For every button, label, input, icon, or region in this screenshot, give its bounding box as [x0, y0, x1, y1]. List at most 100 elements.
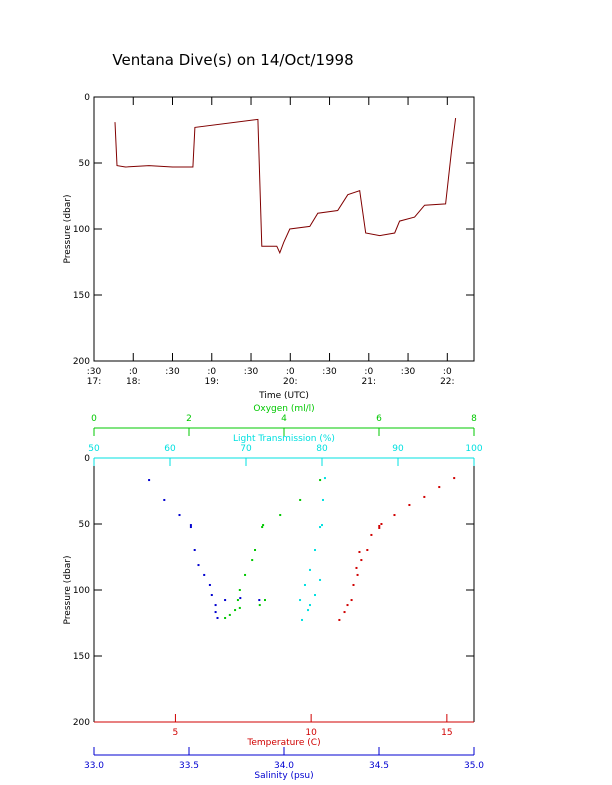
data-point [224, 599, 227, 602]
data-point [262, 524, 265, 527]
x-tick-label: 50 [88, 444, 100, 454]
data-point [308, 568, 311, 571]
y-tick-label: 150 [73, 652, 90, 662]
chart-title: Ventana Dive(s) on 14/Oct/1998 [112, 51, 353, 69]
x-tick-label: :0 22: [440, 367, 454, 387]
data-point [370, 533, 373, 536]
y-tick-label: 100 [73, 586, 90, 596]
y-axis-label: Pressure (dbar) [63, 195, 73, 264]
data-point [307, 609, 310, 612]
data-point [358, 550, 361, 553]
x-tick-label: :30 [401, 367, 416, 377]
data-point [378, 526, 381, 529]
x-axis-label: Light Transmission (%) [233, 434, 335, 444]
y-tick-label: 150 [73, 291, 90, 301]
x-tick-label: 34.5 [369, 761, 389, 771]
data-point [303, 583, 306, 586]
x-axis-label: Oxygen (ml/l) [253, 404, 314, 414]
data-point [323, 477, 326, 480]
data-point [210, 594, 213, 597]
data-point [261, 526, 264, 529]
data-point [148, 479, 151, 482]
data-point [321, 498, 324, 501]
x-tick-label: 2 [186, 414, 192, 424]
data-point [393, 514, 396, 517]
data-point [423, 495, 426, 498]
data-point [380, 523, 383, 525]
x-tick-label: 90 [392, 444, 404, 454]
data-point [319, 479, 322, 482]
x-tick-label: :30 [322, 367, 337, 377]
data-point [319, 526, 322, 529]
data-point [234, 609, 237, 612]
x-tick-label: 70 [240, 444, 252, 454]
data-point [189, 524, 192, 527]
x-tick-label: 80 [316, 444, 328, 454]
x-tick-label: 10 [305, 728, 317, 738]
data-point [319, 578, 322, 581]
y-tick-label: 100 [73, 225, 90, 235]
data-point [208, 583, 211, 586]
data-point [239, 597, 242, 600]
data-point [258, 599, 261, 602]
x-tick-label: 0 [91, 414, 97, 424]
data-point [338, 618, 341, 621]
data-point [308, 604, 311, 607]
data-point [197, 564, 200, 567]
data-point [224, 616, 227, 619]
data-point [350, 599, 353, 602]
data-point [314, 549, 317, 552]
x-tick-label: 8 [471, 414, 477, 424]
x-tick-label: :0 21: [362, 367, 376, 387]
data-point [214, 611, 217, 614]
data-point [193, 549, 196, 552]
data-point [244, 573, 247, 576]
data-point [279, 514, 282, 517]
x-tick-label: 60 [164, 444, 176, 454]
x-axis-label: Temperature (C) [246, 738, 320, 748]
y-tick-label: 50 [79, 159, 91, 169]
data-point [299, 599, 302, 602]
data-point [264, 599, 266, 602]
data-point [453, 477, 456, 480]
data-point [356, 573, 359, 576]
y-tick-label: 0 [84, 454, 90, 464]
x-tick-label: :30 [244, 367, 259, 377]
data-point [163, 498, 166, 501]
data-point [355, 566, 358, 569]
x-tick-label: 4 [281, 414, 287, 424]
plot-frame [93, 96, 475, 362]
data-point [346, 604, 349, 607]
x-tick-label: :30 [165, 367, 180, 377]
data-point [189, 526, 192, 529]
y-tick-label: 0 [84, 93, 90, 103]
data-point [301, 618, 304, 621]
x-tick-label: 15 [441, 728, 452, 738]
y-tick-label: 200 [73, 718, 90, 728]
x-tick-label: :0 20: [283, 367, 297, 387]
x-tick-label: :0 19: [205, 367, 219, 387]
x-tick-label: :30 17: [87, 367, 102, 387]
data-point [438, 486, 441, 489]
data-line [114, 118, 457, 255]
data-point [214, 604, 217, 607]
x-tick-label: 5 [173, 728, 179, 738]
x-tick-label: 34.0 [274, 761, 294, 771]
data-point [314, 594, 317, 597]
data-point [238, 589, 241, 591]
data-point [216, 616, 219, 619]
data-point [366, 549, 369, 552]
data-point [238, 606, 241, 609]
x-tick-label: 35.0 [464, 761, 484, 771]
y-axis-label: Pressure (dbar) [63, 556, 73, 625]
data-point [236, 599, 239, 602]
data-point [228, 613, 231, 616]
y-tick-label: 50 [79, 520, 91, 530]
data-point [299, 498, 302, 501]
data-point [258, 604, 261, 607]
data-point [254, 549, 257, 552]
data-point [321, 524, 323, 527]
y-tick-label: 200 [73, 357, 90, 367]
x-axis-label: Time (UTC) [258, 391, 309, 401]
